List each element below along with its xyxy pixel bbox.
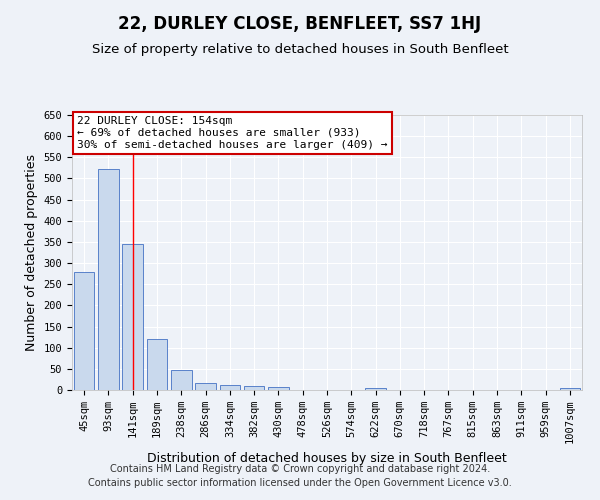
Bar — [195, 383, 216, 390]
X-axis label: Distribution of detached houses by size in South Benfleet: Distribution of detached houses by size … — [147, 452, 507, 465]
Bar — [171, 370, 191, 390]
Bar — [244, 386, 265, 390]
Bar — [220, 386, 240, 390]
Text: Contains HM Land Registry data © Crown copyright and database right 2024.
Contai: Contains HM Land Registry data © Crown c… — [88, 464, 512, 487]
Text: 22, DURLEY CLOSE, BENFLEET, SS7 1HJ: 22, DURLEY CLOSE, BENFLEET, SS7 1HJ — [118, 15, 482, 33]
Bar — [560, 388, 580, 390]
Bar — [365, 388, 386, 390]
Text: Size of property relative to detached houses in South Benfleet: Size of property relative to detached ho… — [92, 42, 508, 56]
Text: 22 DURLEY CLOSE: 154sqm
← 69% of detached houses are smaller (933)
30% of semi-d: 22 DURLEY CLOSE: 154sqm ← 69% of detache… — [77, 116, 388, 150]
Bar — [74, 272, 94, 390]
Bar — [98, 169, 119, 390]
Y-axis label: Number of detached properties: Number of detached properties — [25, 154, 38, 351]
Bar — [146, 339, 167, 390]
Bar — [122, 244, 143, 390]
Bar — [268, 388, 289, 390]
